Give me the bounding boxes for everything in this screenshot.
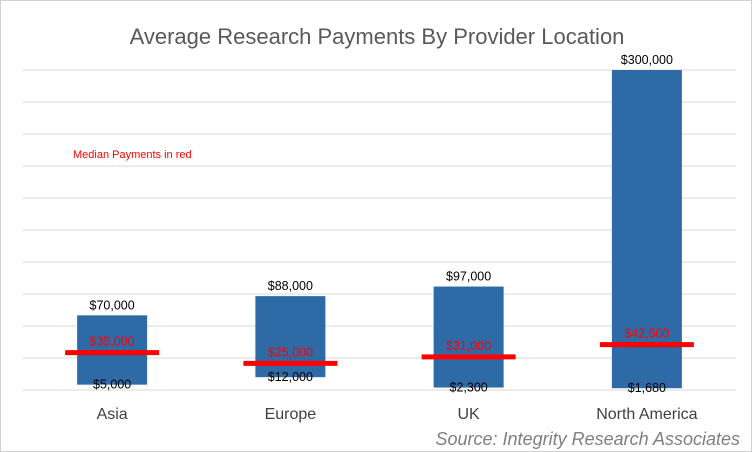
source-note: Source: Integrity Research Associates	[436, 429, 740, 449]
category-label: Europe	[265, 406, 317, 423]
category-label: Asia	[97, 406, 128, 423]
median-note: Median Payments in red	[73, 149, 192, 161]
high-value-label: $97,000	[446, 270, 491, 284]
labels-group: $70,000 $5,000 $35,000 Asia $88,000 $12,000 $2…	[90, 53, 698, 423]
category-label: North America	[596, 406, 697, 423]
low-value-label: $2,300	[450, 381, 488, 395]
median-value-label: $25,000	[268, 345, 313, 359]
low-value-label: $5,000	[93, 378, 131, 392]
low-value-label: $12,000	[268, 370, 313, 384]
median-value-label: $31,000	[446, 339, 491, 353]
high-value-label: $300,000	[621, 53, 673, 67]
low-value-label: $1,680	[628, 381, 666, 395]
median-value-label: $35,000	[90, 335, 135, 349]
range-bar	[77, 315, 148, 385]
median-value-label: $42,500	[624, 327, 669, 341]
high-value-label: $88,000	[268, 279, 313, 293]
category-label: UK	[458, 406, 481, 423]
range-bar	[611, 70, 682, 389]
range-bar	[433, 286, 504, 388]
high-value-label: $70,000	[90, 298, 135, 312]
bars-group	[65, 70, 694, 389]
chart-title: Average Research Payments By Provider Lo…	[130, 24, 625, 49]
